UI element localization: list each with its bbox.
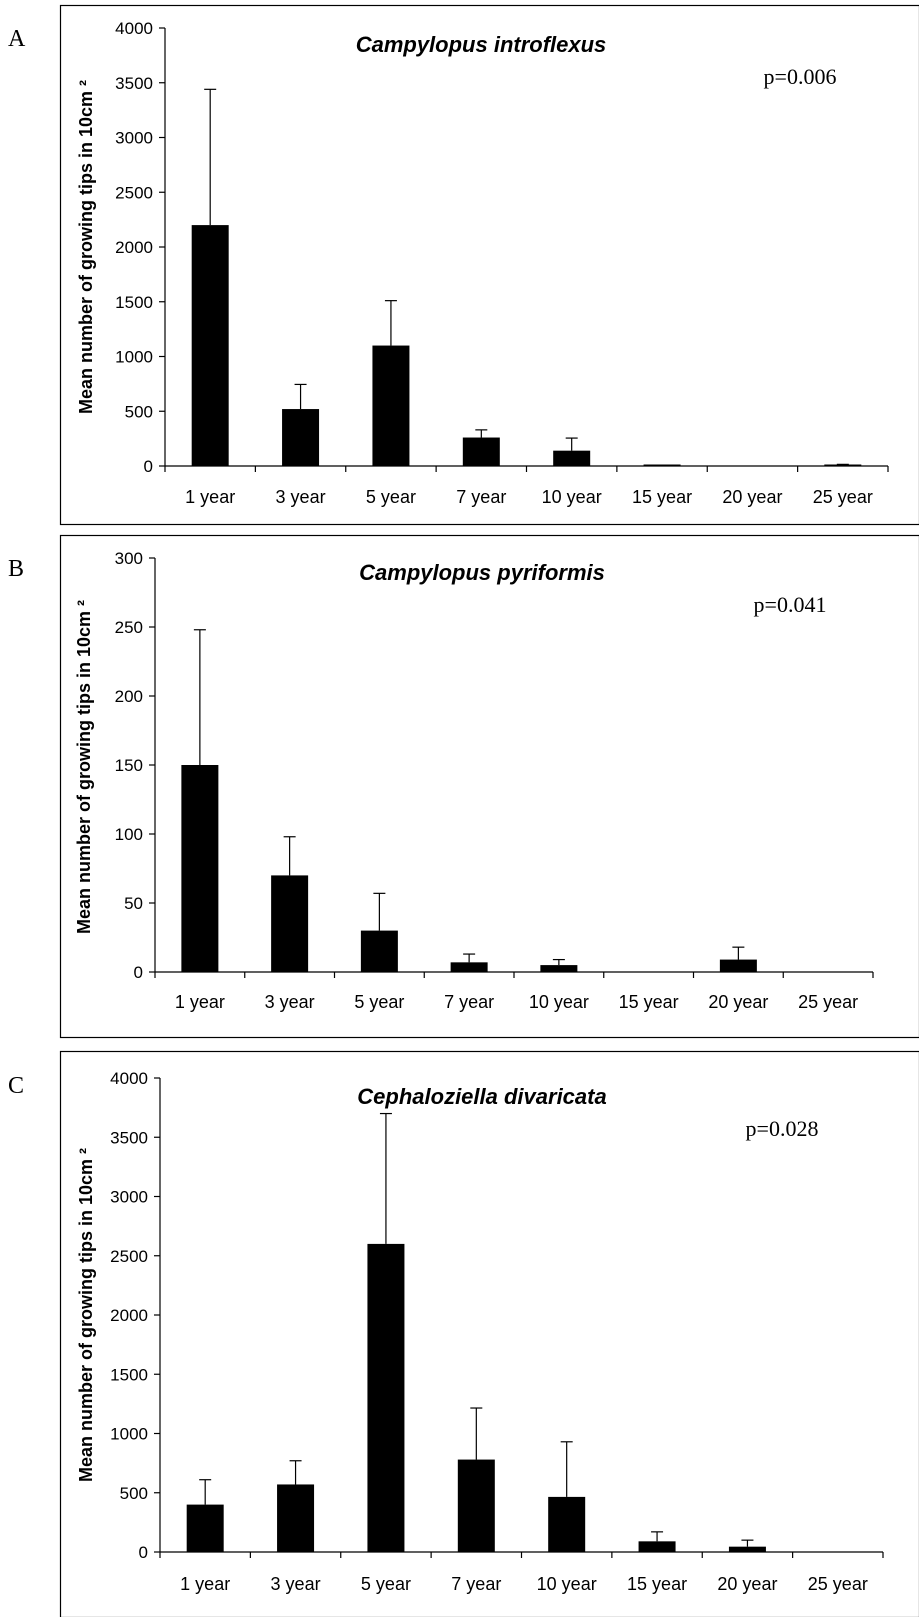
- bar: [457, 1459, 495, 1552]
- y-axis-label: Mean number of growing tips in 10cm ²: [76, 1148, 96, 1482]
- bar: [643, 464, 681, 466]
- bar: [360, 930, 398, 972]
- y-tick-label: 3500: [110, 1128, 148, 1147]
- panel-frame: [59, 1050, 919, 1617]
- x-tick-label: 20 year: [708, 992, 768, 1012]
- y-tick-label: 0: [144, 457, 153, 476]
- x-tick-label: 7 year: [444, 992, 494, 1012]
- panel-letter: A: [8, 26, 26, 52]
- bar: [728, 1546, 766, 1552]
- y-tick-label: 500: [120, 1484, 148, 1503]
- chart-panel-c: C 0 500 1000 1500 2000 2500 3000 3500 4000 1 year 3…: [8, 1050, 919, 1617]
- panel-frame: [59, 4, 919, 526]
- y-tick-label: 500: [125, 402, 153, 421]
- chart-panel-a: A 0 500 1000 1500 2000 2500 3000 3500 4000 1 year 3…: [8, 4, 919, 526]
- bar: [553, 450, 591, 466]
- x-tick-label: 5 year: [354, 992, 404, 1012]
- y-tick-label: 3500: [115, 74, 153, 93]
- panel-letter: B: [8, 556, 24, 582]
- panel-letter: C: [8, 1073, 24, 1099]
- chart-panel-b: B 0 50 100 150 200 250 300 1 year 3 year 5 year 7 y…: [8, 534, 919, 1039]
- x-tick-label: 3 year: [276, 487, 326, 507]
- x-tick-label: 7 year: [456, 487, 506, 507]
- x-tick-label: 3 year: [271, 1574, 321, 1594]
- bar: [719, 959, 757, 972]
- bar: [191, 225, 229, 466]
- bar: [638, 1541, 676, 1552]
- bar: [462, 437, 500, 466]
- y-tick-label: 4000: [110, 1069, 148, 1088]
- y-axis-label: Mean number of growing tips in 10cm ²: [76, 80, 96, 414]
- y-tick-label: 1500: [110, 1365, 148, 1384]
- bar: [372, 345, 410, 466]
- x-tick-label: 20 year: [717, 1574, 777, 1594]
- y-tick-label: 2000: [110, 1306, 148, 1325]
- bar: [548, 1496, 586, 1552]
- y-tick-label: 0: [134, 963, 143, 982]
- y-tick-label: 200: [115, 687, 143, 706]
- x-tick-label: 25 year: [808, 1574, 868, 1594]
- y-tick-label: 2500: [115, 183, 153, 202]
- x-tick-label: 1 year: [175, 992, 225, 1012]
- bar: [824, 464, 862, 466]
- y-tick-label: 250: [115, 618, 143, 637]
- p-value-annotation: p=0.006: [764, 64, 837, 89]
- y-tick-label: 150: [115, 756, 143, 775]
- bar: [540, 965, 578, 972]
- p-value-annotation: p=0.028: [746, 1116, 819, 1141]
- y-tick-label: 3000: [115, 129, 153, 148]
- x-tick-label: 3 year: [265, 992, 315, 1012]
- bar: [282, 409, 320, 466]
- bar: [367, 1243, 405, 1552]
- y-tick-label: 4000: [115, 19, 153, 38]
- y-tick-label: 1500: [115, 293, 153, 312]
- chart-title: Cephaloziella divaricata: [357, 1084, 606, 1109]
- x-tick-label: 5 year: [361, 1574, 411, 1594]
- x-tick-label: 1 year: [185, 487, 235, 507]
- y-tick-label: 1000: [115, 348, 153, 367]
- x-tick-label: 15 year: [619, 992, 679, 1012]
- x-tick-label: 1 year: [180, 1574, 230, 1594]
- y-axis-label: Mean number of growing tips in 10cm ²: [74, 600, 94, 934]
- x-tick-label: 5 year: [366, 487, 416, 507]
- y-tick-label: 3000: [110, 1188, 148, 1207]
- bar: [181, 765, 219, 972]
- x-tick-label: 25 year: [813, 487, 873, 507]
- x-tick-label: 25 year: [798, 992, 858, 1012]
- bar: [277, 1484, 315, 1552]
- x-tick-label: 7 year: [451, 1574, 501, 1594]
- y-tick-label: 50: [124, 894, 143, 913]
- x-tick-label: 15 year: [632, 487, 692, 507]
- chart-title: Campylopus pyriformis: [359, 560, 605, 585]
- bar: [186, 1504, 224, 1552]
- chart-title: Campylopus introflexus: [356, 32, 607, 57]
- y-tick-label: 1000: [110, 1425, 148, 1444]
- y-tick-label: 100: [115, 825, 143, 844]
- x-tick-label: 15 year: [627, 1574, 687, 1594]
- y-tick-label: 2000: [115, 238, 153, 257]
- x-tick-label: 10 year: [537, 1574, 597, 1594]
- y-tick-label: 300: [115, 549, 143, 568]
- y-tick-label: 0: [139, 1543, 148, 1562]
- x-tick-label: 10 year: [529, 992, 589, 1012]
- p-value-annotation: p=0.041: [754, 592, 827, 617]
- x-tick-label: 10 year: [542, 487, 602, 507]
- x-tick-label: 20 year: [722, 487, 782, 507]
- bar: [271, 875, 309, 972]
- bar: [450, 962, 488, 972]
- panel-frame: [59, 534, 919, 1039]
- y-tick-label: 2500: [110, 1247, 148, 1266]
